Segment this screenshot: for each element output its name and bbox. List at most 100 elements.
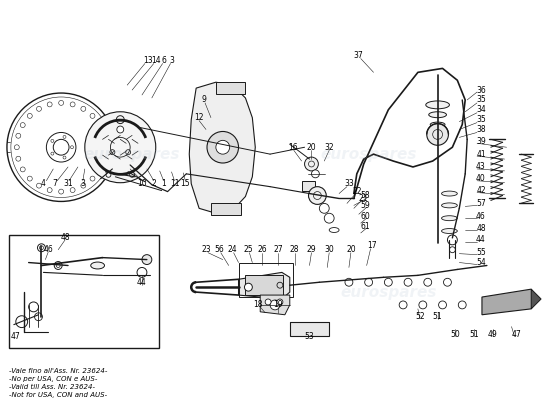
Bar [216,82,245,94]
Circle shape [117,126,124,133]
Text: 47: 47 [512,330,521,339]
Text: 35: 35 [476,96,486,104]
Circle shape [54,262,62,270]
Bar [290,322,329,336]
Text: 59: 59 [361,201,371,210]
Circle shape [309,187,326,204]
Circle shape [443,278,452,286]
Circle shape [419,301,427,309]
Circle shape [270,300,280,310]
Ellipse shape [432,132,443,136]
Text: eurospares: eurospares [84,147,180,162]
Text: 37: 37 [354,51,364,60]
Polygon shape [260,295,290,315]
Text: 1: 1 [161,179,166,188]
Circle shape [404,278,412,286]
Text: 29: 29 [307,245,316,254]
Text: eurospares: eurospares [320,147,417,162]
Text: 50: 50 [450,330,460,339]
Circle shape [244,283,252,291]
Circle shape [427,124,448,145]
Text: 3: 3 [80,179,85,188]
Text: 33: 33 [344,179,354,188]
Text: 17: 17 [367,241,376,250]
Bar [211,204,240,215]
Ellipse shape [442,191,457,196]
Text: 23: 23 [201,245,211,254]
Text: 18: 18 [254,300,263,310]
Text: 28: 28 [290,245,299,254]
Text: 47: 47 [11,332,21,341]
Circle shape [265,299,271,305]
Circle shape [448,235,457,245]
Text: 11: 11 [170,179,179,188]
Text: 22: 22 [352,187,361,196]
Circle shape [137,268,147,277]
Text: 51: 51 [469,330,479,339]
Polygon shape [482,289,536,315]
Text: -Not for USA, CON and AUS-: -Not for USA, CON and AUS- [9,392,107,398]
Text: 13: 13 [143,56,153,65]
Text: 40: 40 [476,174,486,183]
Text: 44: 44 [476,235,486,244]
Text: 15: 15 [180,179,190,188]
Text: 39: 39 [476,137,486,146]
Text: 41: 41 [476,150,486,159]
Text: 24: 24 [228,245,238,254]
Ellipse shape [91,262,104,269]
Circle shape [85,112,156,183]
Text: 35: 35 [476,115,486,124]
Text: 4: 4 [41,179,46,188]
Text: 25: 25 [244,245,253,254]
Text: 31: 31 [63,179,73,188]
Text: 44: 44 [137,278,147,287]
Circle shape [384,278,392,286]
Text: 7: 7 [53,179,58,188]
Text: 34: 34 [476,105,486,114]
Text: 49: 49 [488,330,498,339]
Circle shape [438,301,447,309]
Text: 32: 32 [324,143,334,152]
Ellipse shape [426,101,449,109]
Bar [239,262,293,297]
Text: 30: 30 [324,245,334,254]
Ellipse shape [442,203,457,208]
Text: 58: 58 [361,191,371,200]
Circle shape [458,301,466,309]
Text: 6: 6 [161,56,166,65]
Circle shape [207,132,239,163]
Text: 46: 46 [476,212,486,221]
Circle shape [324,213,334,223]
Text: 56: 56 [214,245,224,254]
Text: 60: 60 [361,212,371,221]
Circle shape [399,301,407,309]
Text: 38: 38 [476,125,486,134]
Circle shape [277,299,283,305]
Text: 16: 16 [288,143,298,152]
Polygon shape [239,272,290,299]
Text: 53: 53 [305,332,315,341]
Text: 20: 20 [346,245,356,254]
Ellipse shape [430,122,445,127]
Text: 26: 26 [257,245,267,254]
Polygon shape [189,82,255,213]
Text: -Valid till Ass. Nr. 23624-: -Valid till Ass. Nr. 23624- [9,384,95,390]
Ellipse shape [429,112,447,118]
Circle shape [29,302,38,312]
Circle shape [216,140,230,154]
Text: 14: 14 [151,56,161,65]
Text: 48: 48 [60,234,70,242]
Circle shape [311,170,320,178]
Circle shape [320,204,329,213]
Circle shape [424,278,432,286]
Bar [9,235,159,348]
Circle shape [37,244,46,252]
Text: 9: 9 [202,96,206,104]
Text: 42: 42 [476,186,486,195]
Text: eurospares: eurospares [340,285,437,300]
Text: 36: 36 [476,86,486,94]
Ellipse shape [442,228,457,234]
Circle shape [305,157,318,171]
Text: 51: 51 [433,312,442,321]
Text: 20: 20 [307,143,316,152]
